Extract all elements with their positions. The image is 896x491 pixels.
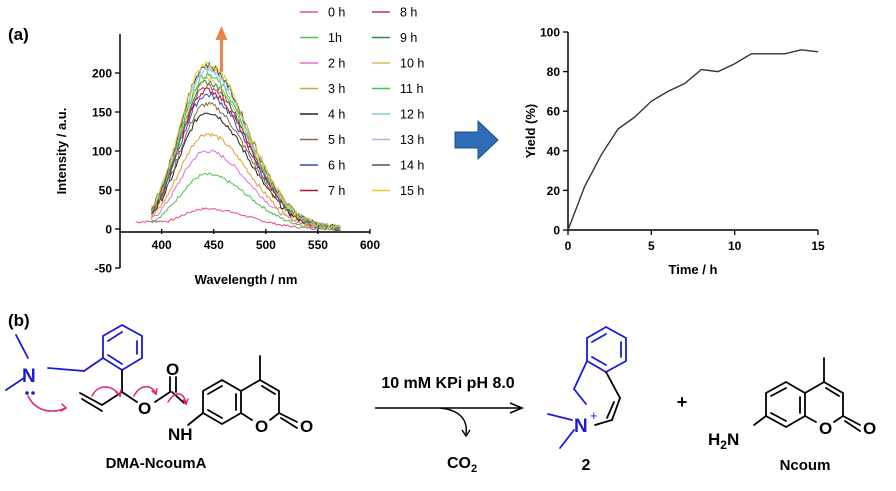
chart2-x-ticks: 0 5 10 15 xyxy=(565,230,825,253)
chart1-x-ticks: 400 450 500 550 600 xyxy=(152,229,380,252)
legend-label: 8 h xyxy=(400,6,417,20)
electron-push-arrows xyxy=(27,386,189,412)
panel-label-a: (a) xyxy=(8,25,29,44)
chart1-y-tick-label: 150 xyxy=(92,106,112,120)
carbamate-nh: NH xyxy=(168,425,193,444)
chart1-x-tick-label: 400 xyxy=(152,238,172,252)
legend-label: 14 h xyxy=(400,159,424,173)
reactant-amine-n: N xyxy=(22,366,36,387)
chart1-x-tick-label: 450 xyxy=(204,238,224,252)
carbamate-o-carbonyl: O xyxy=(166,360,179,379)
yield-series-line xyxy=(567,49,819,231)
legend-label: 0 h xyxy=(328,6,345,20)
chart1-legend: 0 h 1h 2 h 3 h 4 h 5 h 6 h 7 h 8 h 9 h 10 h 11 h 12 … xyxy=(300,6,424,198)
chart2-y-tick-label: 100 xyxy=(540,26,560,40)
lone-pair-dot xyxy=(31,391,35,395)
spectrum-line xyxy=(151,172,341,231)
chart1-x-tick-label: 600 xyxy=(360,238,380,252)
ncoum-label: Ncoum xyxy=(780,457,831,474)
reactant-allyl-chain xyxy=(79,369,185,412)
legend-label: 13 h xyxy=(400,133,424,147)
plus-sign: + xyxy=(677,392,688,412)
chart2-y-ticks: 0 20 40 60 80 100 xyxy=(540,26,568,238)
ncoum-carbonyl-o: O xyxy=(863,419,876,438)
legend-label: 5 h xyxy=(328,133,345,147)
panel-label-b: (b) xyxy=(8,311,30,330)
ncoum-ring-o: O xyxy=(819,419,832,438)
chart1-x-tick-label: 500 xyxy=(256,238,276,252)
chart2-y-tick-label: 0 xyxy=(553,224,560,238)
product-n-methyls xyxy=(547,413,575,449)
chart1-series-lines xyxy=(135,61,341,233)
chart2-y-tick-label: 80 xyxy=(547,65,561,79)
legend-label: 7 h xyxy=(328,184,345,198)
legend-label: 2 h xyxy=(328,57,345,71)
chart1-y-axis-label: Intensity / a.u. xyxy=(54,108,69,195)
legend-label: 6 h xyxy=(328,159,345,173)
product-2-structure: N + xyxy=(547,325,627,449)
legend-label: 3 h xyxy=(328,82,345,96)
reactant-coumarin xyxy=(187,355,298,429)
chart1-y-tick-label: 100 xyxy=(92,145,112,159)
reaction-arrow: 10 mM KPi pH 8.0 CO2 xyxy=(375,375,525,475)
coumarin-carbonyl-o: O xyxy=(300,417,313,436)
legend-label: 10 h xyxy=(400,57,424,71)
chart2-y-tick-label: 40 xyxy=(547,144,561,158)
product-ammonium-n: N xyxy=(574,416,588,437)
spectrum-line xyxy=(150,71,341,232)
yield-chart: 0 20 40 60 80 100 0 5 10 15 Time / h Yield (%) xyxy=(523,26,825,278)
chart1-x-tick-label: 550 xyxy=(308,238,328,252)
chart2-y-tick-label: 60 xyxy=(547,105,561,119)
chart2-y-axis-label: Yield (%) xyxy=(523,104,538,158)
product-label: 2 xyxy=(582,457,591,474)
legend-label: 9 h xyxy=(400,31,417,45)
reactant-benzene-ring xyxy=(5,323,143,391)
legend-label: 12 h xyxy=(400,108,424,122)
chart2-x-tick-label: 10 xyxy=(728,239,742,253)
chart1-y-tick-label: 0 xyxy=(105,223,112,237)
increase-arrow xyxy=(215,26,228,72)
product-charge: + xyxy=(590,408,598,423)
ncoum-amine: H2N xyxy=(708,430,739,452)
carbamate-o-ester: O xyxy=(138,399,151,418)
chart2-x-tick-label: 5 xyxy=(648,239,655,253)
coumarin-ring-o: O xyxy=(255,417,268,436)
emission-spectra-chart: -50 0 50 100 150 200 400 450 500 550 600 Waveleng… xyxy=(54,6,424,288)
spectrum-line xyxy=(135,207,341,231)
chart1-y-ticks: -50 0 50 100 150 200 xyxy=(92,67,120,276)
chart1-y-tick-label: -50 xyxy=(95,262,113,276)
arrow-head xyxy=(215,26,228,40)
spectrum-line xyxy=(150,79,341,231)
legend-label: 4 h xyxy=(328,108,345,122)
reactant-label: DMA-NcoumA xyxy=(106,455,207,472)
chart2-y-tick-label: 20 xyxy=(547,184,561,198)
chart1-x-axis-label: Wavelength / nm xyxy=(195,272,298,287)
byproduct-co2: CO2 xyxy=(447,455,477,475)
chart1-y-tick-label: 50 xyxy=(99,184,113,198)
spectrum-line xyxy=(151,101,341,232)
product-benzene-ring xyxy=(573,325,627,405)
legend-label: 15 h xyxy=(400,184,424,198)
product-azepine-ring xyxy=(594,371,621,426)
chart2-x-axis-label: Time / h xyxy=(669,262,718,277)
chart2-x-tick-label: 15 xyxy=(811,239,825,253)
ncoum-structure xyxy=(753,357,861,432)
reactant-structure: N O O NH xyxy=(5,323,313,444)
lone-pair-dot xyxy=(25,391,29,395)
legend-label: 11 h xyxy=(400,82,423,96)
chart2-x-tick-label: 0 xyxy=(565,239,572,253)
spectrum-line xyxy=(150,87,341,232)
panel-transition-arrow xyxy=(454,119,499,161)
spectrum-line xyxy=(151,61,341,229)
reaction-condition: 10 mM KPi pH 8.0 xyxy=(381,375,514,392)
chart1-y-tick-label: 200 xyxy=(92,67,112,81)
legend-label: 1h xyxy=(328,31,342,45)
